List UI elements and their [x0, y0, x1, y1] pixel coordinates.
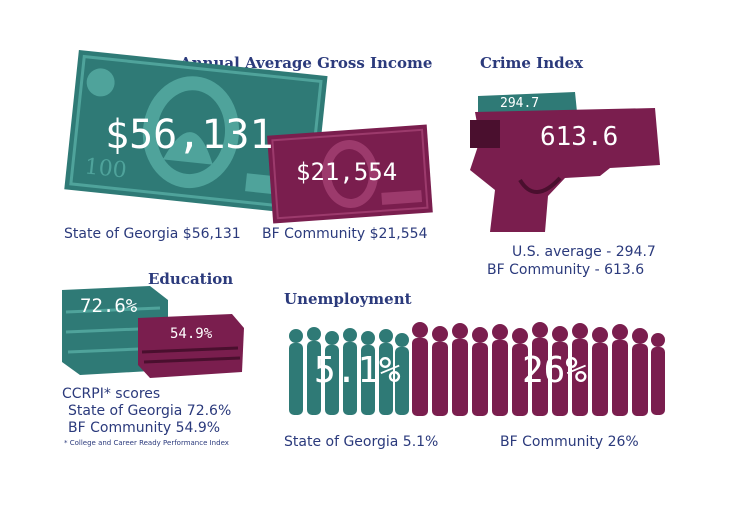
crime-us-caption: U.S. average - 294.7 [512, 244, 656, 260]
income-state-caption: State of Georgia $56,131 [64, 226, 241, 242]
unemployment-heading: Unemployment [284, 290, 412, 308]
income-bf-value: $21,554 [296, 158, 398, 186]
education-heading: Education [148, 270, 234, 288]
svg-text:100: 100 [83, 154, 127, 183]
unemployment-bf-value: 26% [522, 350, 588, 391]
education-state-value: 72.6% [80, 295, 138, 317]
education-state-caption: State of Georgia 72.6% [68, 403, 232, 419]
education-footnote: * College and Career Ready Performance I… [64, 439, 229, 447]
education-caption-title: CCRPI* scores [62, 386, 161, 402]
unemployment-state-caption: State of Georgia 5.1% [284, 434, 439, 450]
crime-bf-value: 613.6 [540, 122, 619, 152]
crime-us-value: 294.7 [500, 96, 540, 111]
education-bf-value: 54.9% [170, 326, 213, 342]
education-bf-caption: BF Community 54.9% [68, 420, 221, 436]
unemployment-bf-caption: BF Community 26% [500, 434, 639, 450]
unemployment-state-value: 5.1% [314, 350, 401, 391]
crime-bf-caption: BF Community - 613.6 [487, 262, 645, 278]
income-bf-caption: BF Community $21,554 [262, 226, 428, 242]
crime-heading: Crime Index [480, 54, 584, 72]
income-state-value: $56,131 [105, 112, 274, 158]
